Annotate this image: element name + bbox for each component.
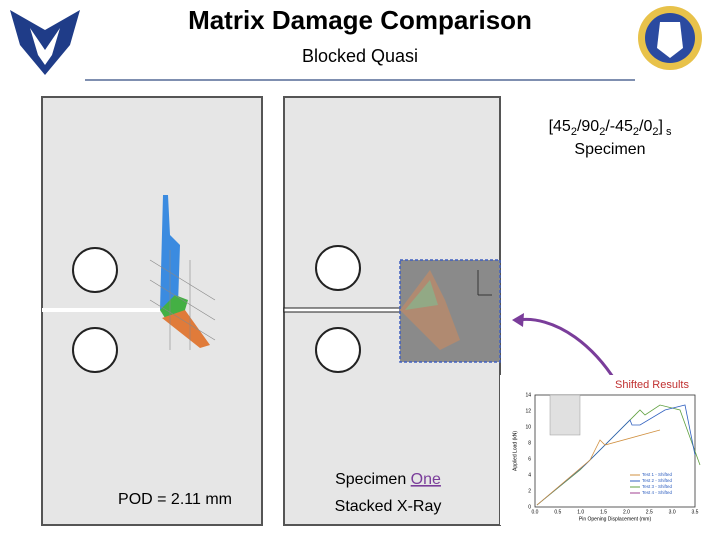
layup-sub: s bbox=[666, 126, 672, 138]
inset-x-tick: 2.5 bbox=[646, 509, 653, 515]
layup-part: /-45 bbox=[605, 118, 633, 135]
layup-label: Specimen bbox=[574, 141, 645, 158]
layup: [452/902/-452/02] s bbox=[549, 118, 672, 138]
layup-sub: 2 bbox=[571, 126, 577, 138]
caption-link: One bbox=[411, 471, 441, 488]
layup-part: /0 bbox=[639, 118, 652, 135]
inset-bg bbox=[500, 375, 715, 525]
inset-y-tick: 4 bbox=[528, 472, 531, 478]
left-specimen bbox=[41, 96, 263, 526]
inset-chart: Shifted Results Applied Load (kN) Pin Op… bbox=[500, 375, 715, 525]
inset-y-tick: 6 bbox=[528, 456, 531, 462]
inset-title: Shifted Results bbox=[615, 379, 689, 391]
pod-caption: POD = 2.11 mm bbox=[118, 491, 232, 508]
caption-word: Specimen bbox=[335, 471, 406, 488]
xray-caption: Stacked X-Ray bbox=[335, 498, 442, 515]
inset-x-tick: 1.0 bbox=[577, 509, 584, 515]
inset-y-tick: 12 bbox=[525, 408, 531, 414]
layup-part: /90 bbox=[577, 118, 599, 135]
title: Matrix Damage Comparison bbox=[188, 5, 532, 35]
layup-part: [45 bbox=[549, 118, 571, 135]
inset-x-tick: 2.0 bbox=[623, 509, 630, 515]
inset-legend-label: Test 3 - Shifted bbox=[642, 484, 673, 489]
inset-x-tick: 0.0 bbox=[532, 509, 539, 515]
middle-specimen bbox=[283, 96, 501, 526]
inset-x-tick: 0.5 bbox=[554, 509, 561, 515]
inset-photo bbox=[549, 394, 581, 436]
inset-x-axis: Pin Opening Displacement (mm) bbox=[579, 516, 652, 522]
layup-sub: 2 bbox=[633, 126, 639, 138]
left-logo bbox=[10, 10, 80, 75]
subtitle: Blocked Quasi bbox=[302, 46, 418, 66]
inset-legend-label: Test 2 - Shifted bbox=[642, 478, 673, 483]
inset-legend-label: Test 4 - Shifted bbox=[642, 490, 673, 495]
inset-y-tick: 10 bbox=[525, 424, 531, 430]
inset-legend-label: Test 1 - Shifted bbox=[642, 472, 673, 477]
inset-x-tick: 3.0 bbox=[669, 509, 676, 515]
layup-sub: 2 bbox=[599, 126, 605, 138]
inset-x-tick: 1.5 bbox=[600, 509, 607, 515]
inset-y-tick: 0 bbox=[528, 504, 531, 510]
layup-part: ] bbox=[658, 118, 662, 135]
inset-y-tick: 14 bbox=[525, 392, 531, 398]
specimen-caption: Specimen One bbox=[335, 471, 441, 488]
arrow-head bbox=[512, 313, 524, 327]
right-logo bbox=[638, 6, 702, 70]
inset-x-tick: 3.5 bbox=[692, 509, 699, 515]
inset-y-tick: 8 bbox=[528, 440, 531, 446]
layup-sub: 2 bbox=[652, 126, 658, 138]
inset-y-axis: Applied Load (kN) bbox=[512, 431, 518, 471]
inset-y-tick: 2 bbox=[528, 488, 531, 494]
